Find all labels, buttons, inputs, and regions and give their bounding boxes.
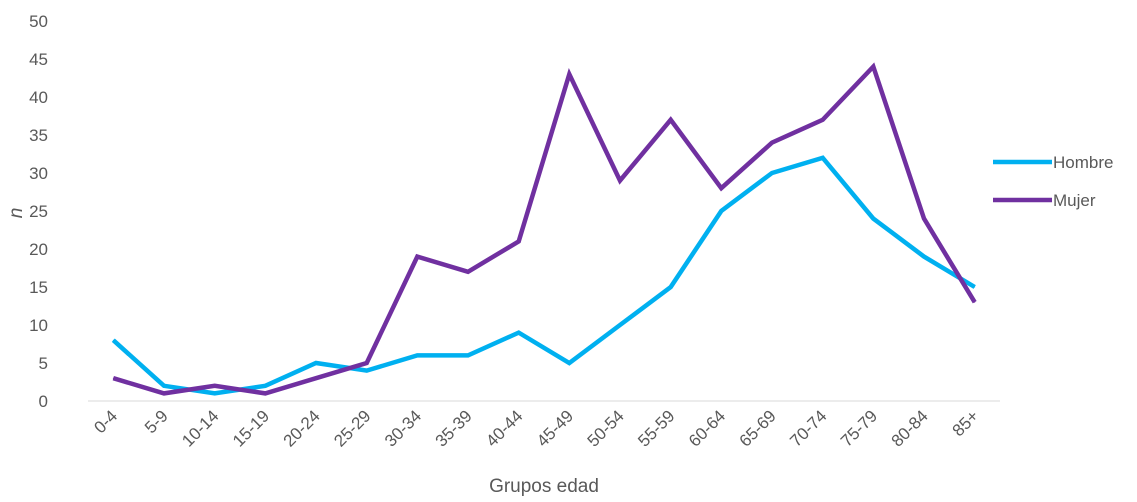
data-point-mujer bbox=[568, 73, 570, 75]
x-tick-label: 10-14 bbox=[178, 406, 222, 450]
data-point-hombre bbox=[771, 172, 773, 174]
data-point-hombre bbox=[163, 385, 165, 387]
x-tick-label: 50-54 bbox=[584, 406, 628, 450]
data-point-hombre bbox=[923, 256, 925, 258]
data-point-hombre bbox=[568, 362, 570, 364]
y-tick-label: 40 bbox=[29, 88, 48, 107]
data-point-hombre bbox=[822, 157, 824, 159]
y-tick-label: 15 bbox=[29, 278, 48, 297]
data-point-hombre bbox=[974, 286, 976, 288]
y-tick-label: 50 bbox=[29, 12, 48, 31]
x-axis-title: Grupos edad bbox=[489, 476, 599, 497]
series-lines bbox=[111, 62, 977, 396]
data-point-hombre bbox=[720, 210, 722, 212]
data-point-mujer bbox=[112, 377, 114, 379]
x-tick-label: 35-39 bbox=[432, 406, 476, 450]
y-tick-label: 10 bbox=[29, 316, 48, 335]
y-tick-label: 45 bbox=[29, 50, 48, 69]
data-point-mujer bbox=[467, 271, 469, 273]
data-point-mujer bbox=[366, 362, 368, 364]
x-tick-label: 80-84 bbox=[888, 406, 932, 450]
x-tick-label: 65-69 bbox=[736, 406, 780, 450]
x-tick-label: 5-9 bbox=[141, 406, 172, 437]
data-point-mujer bbox=[619, 180, 621, 182]
x-axis-ticks: 0-4 5-9 10-14 15-19 20-24 25-29 30-34 35-39 40-4… bbox=[90, 406, 982, 450]
y-tick-label: 5 bbox=[39, 354, 48, 373]
x-tick-label: 75-79 bbox=[837, 406, 881, 450]
data-point-mujer bbox=[771, 142, 773, 144]
x-tick-label: 45-49 bbox=[533, 406, 577, 450]
x-tick-label: 85+ bbox=[949, 406, 983, 440]
data-point-mujer bbox=[974, 301, 976, 303]
y-tick-label: 35 bbox=[29, 126, 48, 145]
data-point-hombre bbox=[214, 392, 216, 394]
x-tick-label: 30-34 bbox=[381, 406, 425, 450]
legend-label-mujer: Mujer bbox=[1053, 191, 1096, 210]
data-point-hombre bbox=[467, 354, 469, 356]
data-point-mujer bbox=[872, 66, 874, 68]
x-tick-label: 55-59 bbox=[634, 406, 678, 450]
data-point-hombre bbox=[518, 332, 520, 334]
data-point-mujer bbox=[720, 187, 722, 189]
x-tick-label: 40-44 bbox=[482, 406, 526, 450]
x-tick-label: 0-4 bbox=[90, 406, 121, 437]
x-tick-label: 70-74 bbox=[786, 406, 830, 450]
legend: Hombre Mujer bbox=[993, 153, 1113, 210]
y-axis-title: n bbox=[6, 208, 27, 219]
y-tick-label: 25 bbox=[29, 202, 48, 221]
data-point-mujer bbox=[923, 218, 925, 220]
series-line-hombre bbox=[111, 155, 976, 396]
data-point-hombre bbox=[112, 339, 114, 341]
y-tick-label: 0 bbox=[39, 392, 48, 411]
legend-label-hombre: Hombre bbox=[1053, 153, 1113, 172]
x-tick-label: 20-24 bbox=[280, 406, 324, 450]
series-line-mujer bbox=[112, 62, 977, 396]
data-point-hombre bbox=[416, 354, 418, 356]
data-point-mujer bbox=[518, 240, 520, 242]
data-point-mujer bbox=[315, 377, 317, 379]
data-point-mujer bbox=[670, 119, 672, 121]
x-tick-label: 60-64 bbox=[685, 406, 729, 450]
data-point-hombre bbox=[315, 362, 317, 364]
data-point-hombre bbox=[619, 324, 621, 326]
data-point-mujer bbox=[822, 119, 824, 121]
data-point-mujer bbox=[214, 385, 216, 387]
data-point-hombre bbox=[264, 385, 266, 387]
data-point-mujer bbox=[416, 256, 418, 258]
y-tick-label: 20 bbox=[29, 240, 48, 259]
x-tick-label: 15-19 bbox=[229, 406, 273, 450]
data-point-hombre bbox=[670, 286, 672, 288]
data-point-mujer bbox=[163, 392, 165, 394]
x-tick-label: 25-29 bbox=[330, 406, 374, 450]
y-tick-label: 30 bbox=[29, 164, 48, 183]
data-point-hombre bbox=[872, 218, 874, 220]
data-point-hombre bbox=[366, 370, 368, 372]
y-axis-ticks: 0 5 10 15 20 25 30 35 40 45 50 bbox=[29, 12, 48, 411]
data-point-mujer bbox=[264, 392, 266, 394]
